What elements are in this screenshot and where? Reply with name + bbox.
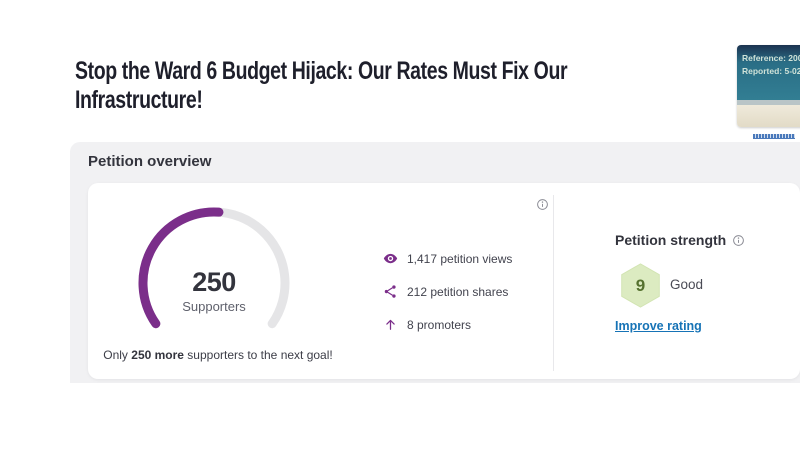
goal-text-suffix: supporters to the next goal! (183, 348, 333, 362)
thumbnail-caption-link[interactable] (753, 134, 795, 139)
stat-row-promoters: 8 promoters (383, 317, 512, 332)
goal-text-prefix: Only (103, 348, 132, 362)
share-icon (384, 285, 396, 298)
improve-rating-link[interactable]: Improve rating (615, 319, 702, 333)
eye-icon (383, 253, 398, 264)
next-goal-text: Only 250 more supporters to the next goa… (93, 348, 343, 362)
thumbnail-reported-text: Reported: 5-02- (742, 66, 800, 76)
overview-card: 250 Supporters Only 250 more supporters … (88, 183, 800, 379)
thumbnail-caption-block: Reference: 200 Reported: 5-02- (737, 45, 800, 100)
strength-info-icon[interactable] (732, 234, 745, 247)
promoters-stat: 8 promoters (407, 317, 472, 332)
petition-stats-list: 1,417 petition views 212 petition shares… (383, 251, 512, 332)
thumbnail-photo-strip (737, 100, 800, 105)
supporters-count: 250 (192, 267, 236, 297)
gauge-progress-arc (138, 207, 224, 329)
petition-shares-stat: 212 petition shares (407, 284, 509, 299)
vertical-divider (553, 195, 554, 371)
thumbnail-reference-text: Reference: 200 (742, 53, 800, 63)
petition-thumbnail-image: Reference: 200 Reported: 5-02- (737, 45, 800, 127)
strength-score-value: 9 (635, 275, 646, 295)
strength-rating-label: Good (670, 277, 704, 292)
supporters-gauge (138, 207, 290, 329)
supporters-label: Supporters (182, 299, 246, 314)
arrow-up-icon (386, 319, 395, 330)
petition-strength-heading: Petition strength (615, 232, 745, 248)
strength-score-badge (621, 263, 660, 308)
info-icon[interactable] (536, 198, 549, 211)
thumbnail-photo-sand (737, 105, 800, 127)
stat-row-views: 1,417 petition views (383, 251, 512, 266)
page-title: Stop the Ward 6 Budget Hijack: Our Rates… (75, 57, 568, 114)
stat-row-shares: 212 petition shares (383, 284, 512, 299)
petition-strength-title: Petition strength (615, 232, 727, 248)
goal-text-highlight: 250 more (131, 348, 184, 362)
hexagon-shape (621, 263, 660, 308)
petition-views-stat: 1,417 petition views (407, 251, 513, 266)
section-heading: Petition overview (88, 153, 212, 170)
